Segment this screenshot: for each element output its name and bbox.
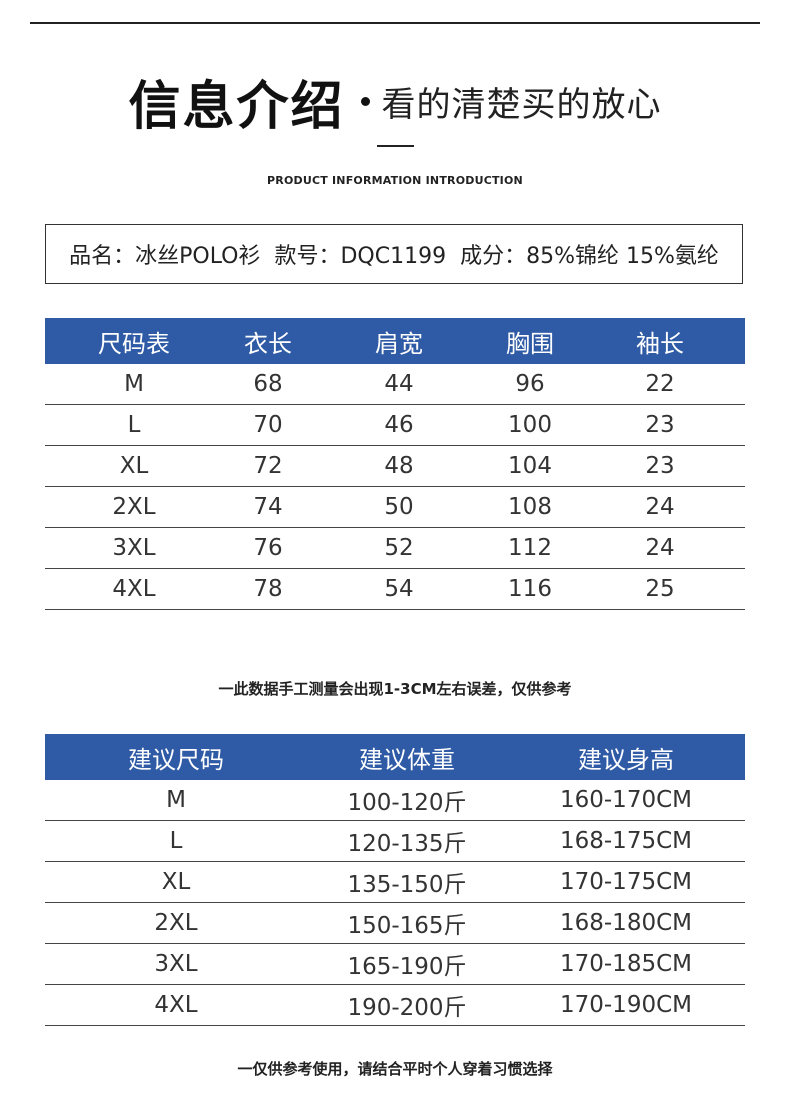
table-row: 3XL 76 52 112 24	[45, 527, 745, 569]
cell-size: 4XL	[45, 568, 223, 610]
cell-size: L	[45, 820, 307, 862]
cell-length: 78	[223, 568, 313, 610]
cell-height: 168-180CM	[507, 902, 745, 944]
top-divider	[30, 22, 760, 24]
header-shoulder: 肩宽	[313, 318, 485, 364]
table-row: L 70 46 100 23	[45, 404, 745, 446]
cell-weight: 100-120斤	[307, 780, 507, 821]
cell-length: 74	[223, 486, 313, 528]
cell-length: 76	[223, 527, 313, 569]
cell-size: XL	[45, 445, 223, 487]
header-recommended-weight: 建议体重	[307, 734, 507, 780]
cell-size: 3XL	[45, 527, 223, 569]
cell-size: 3XL	[45, 943, 307, 985]
header-sleeve: 袖长	[575, 318, 745, 364]
cell-size: XL	[45, 861, 307, 903]
cell-weight: 190-200斤	[307, 984, 507, 1026]
cell-sleeve: 24	[575, 486, 745, 528]
cell-height: 170-190CM	[507, 984, 745, 1026]
cell-sleeve: 24	[575, 527, 745, 569]
page-title: 信息介绍	[128, 77, 345, 137]
cell-shoulder: 52	[313, 527, 485, 569]
cell-size: M	[45, 364, 223, 405]
cell-sleeve: 22	[575, 364, 745, 405]
cell-length: 70	[223, 404, 313, 446]
cell-chest: 100	[485, 404, 575, 446]
header-recommended-size: 建议尺码	[45, 734, 307, 780]
cell-height: 168-175CM	[507, 820, 745, 862]
table-row: L 120-135斤 168-175CM	[45, 820, 745, 862]
product-info-text: 品名：冰丝POLO衫 款号：DQC1199 成分：85%锦纶 15%氨纶	[69, 244, 719, 269]
cell-weight: 120-135斤	[307, 820, 507, 862]
table-row: XL 72 48 104 23	[45, 445, 745, 487]
table-row: M 100-120斤 160-170CM	[45, 780, 745, 821]
table-row: 4XL 190-200斤 170-190CM	[45, 984, 745, 1026]
cell-chest: 108	[485, 486, 575, 528]
cell-height: 170-185CM	[507, 943, 745, 985]
title-underline	[377, 145, 414, 147]
table-row: 2XL 150-165斤 168-180CM	[45, 902, 745, 944]
size-table: 尺码表 衣长 肩宽 胸围 袖长 M 68 44 96 22 L 70 46 10…	[45, 318, 745, 610]
cell-height: 160-170CM	[507, 780, 745, 821]
cell-size: M	[45, 780, 307, 821]
reference-note: 一仅供参考使用，请结合平时个人穿着习惯选择	[237, 1060, 553, 1078]
cell-chest: 96	[485, 364, 575, 405]
page-subtitle: 看的清楚买的放心	[381, 85, 662, 125]
cell-shoulder: 44	[313, 364, 485, 405]
cell-shoulder: 46	[313, 404, 485, 446]
cell-sleeve: 23	[575, 404, 745, 446]
table-row: M 68 44 96 22	[45, 364, 745, 405]
cell-shoulder: 54	[313, 568, 485, 610]
cell-weight: 135-150斤	[307, 861, 507, 903]
cell-chest: 104	[485, 445, 575, 487]
bullet-dot-icon	[360, 97, 370, 106]
cell-size: 4XL	[45, 984, 307, 1026]
cell-shoulder: 50	[313, 486, 485, 528]
recommendation-table: 建议尺码 建议体重 建议身高 M 100-120斤 160-170CM L 12…	[45, 734, 745, 1026]
cell-size: 2XL	[45, 902, 307, 944]
header-chest: 胸围	[485, 318, 575, 364]
table-row: 4XL 78 54 116 25	[45, 568, 745, 610]
cell-chest: 116	[485, 568, 575, 610]
cell-weight: 165-190斤	[307, 943, 507, 985]
cell-size: 2XL	[45, 486, 223, 528]
cell-height: 170-175CM	[507, 861, 745, 903]
cell-size: L	[45, 404, 223, 446]
table-row: 2XL 74 50 108 24	[45, 486, 745, 528]
english-caption: PRODUCT INFORMATION INTRODUCTION	[267, 174, 523, 187]
header-length: 衣长	[223, 318, 313, 364]
table-row: XL 135-150斤 170-175CM	[45, 861, 745, 903]
header-size: 尺码表	[45, 318, 223, 364]
measurement-note: 一此数据手工测量会出现1-3CM左右误差，仅供参考	[218, 680, 572, 698]
cell-sleeve: 25	[575, 568, 745, 610]
cell-length: 68	[223, 364, 313, 405]
cell-sleeve: 23	[575, 445, 745, 487]
header-recommended-height: 建议身高	[507, 734, 745, 780]
product-info-box: 品名：冰丝POLO衫 款号：DQC1199 成分：85%锦纶 15%氨纶	[45, 224, 743, 284]
cell-chest: 112	[485, 527, 575, 569]
cell-length: 72	[223, 445, 313, 487]
table-row: 3XL 165-190斤 170-185CM	[45, 943, 745, 985]
recommendation-table-header: 建议尺码 建议体重 建议身高	[45, 734, 745, 780]
cell-shoulder: 48	[313, 445, 485, 487]
cell-weight: 150-165斤	[307, 902, 507, 944]
headline: 信息介绍 看的清楚买的放心	[0, 64, 790, 139]
size-table-header: 尺码表 衣长 肩宽 胸围 袖长	[45, 318, 745, 364]
